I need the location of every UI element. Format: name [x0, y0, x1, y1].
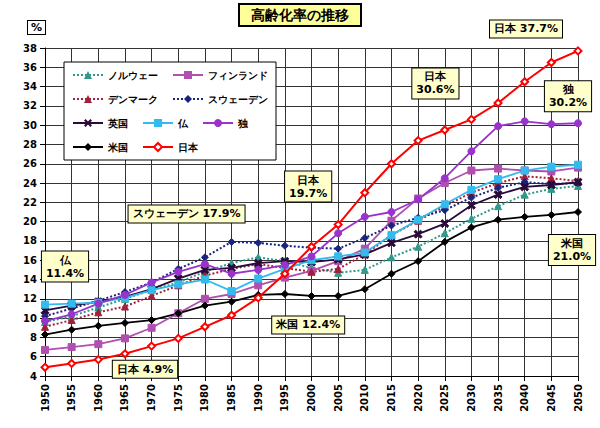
svg-text:日本: 日本 — [424, 70, 447, 83]
svg-text:24: 24 — [23, 178, 37, 189]
svg-text:フィンランド: フィンランド — [208, 70, 268, 81]
svg-text:19.7%: 19.7% — [289, 187, 327, 200]
svg-text:2030: 2030 — [466, 384, 477, 412]
svg-text:日本: 日本 — [297, 174, 320, 187]
svg-text:2040: 2040 — [519, 384, 530, 412]
svg-text:1960: 1960 — [93, 384, 104, 412]
svg-text:36: 36 — [23, 62, 37, 73]
svg-text:1965: 1965 — [119, 384, 130, 412]
svg-text:デンマーク: デンマーク — [108, 94, 158, 105]
svg-text:日本 37.7%: 日本 37.7% — [494, 22, 558, 35]
svg-text:1990: 1990 — [253, 384, 264, 412]
svg-text:独: 独 — [562, 83, 575, 96]
svg-text:14: 14 — [23, 274, 37, 285]
svg-text:2010: 2010 — [359, 384, 370, 412]
svg-text:2020: 2020 — [413, 384, 424, 412]
svg-text:16: 16 — [23, 255, 37, 266]
svg-text:2035: 2035 — [493, 384, 504, 412]
svg-text:仏: 仏 — [59, 254, 72, 267]
svg-text:6: 6 — [30, 351, 37, 362]
svg-text:%: % — [31, 21, 42, 34]
svg-text:仏: 仏 — [177, 118, 189, 129]
svg-text:8: 8 — [30, 332, 37, 343]
svg-text:1980: 1980 — [199, 384, 210, 412]
svg-text:米国 12.4%: 米国 12.4% — [275, 318, 340, 331]
svg-text:スウェーデン 17.9%: スウェーデン 17.9% — [133, 207, 241, 220]
svg-text:22: 22 — [23, 197, 37, 208]
svg-text:38: 38 — [23, 43, 37, 54]
svg-text:米国: 米国 — [560, 237, 583, 250]
svg-text:32: 32 — [23, 100, 37, 111]
svg-text:11.4%: 11.4% — [46, 267, 84, 280]
svg-text:1985: 1985 — [226, 384, 237, 412]
svg-text:21.0%: 21.0% — [553, 250, 591, 263]
svg-text:10: 10 — [23, 313, 37, 324]
svg-text:4: 4 — [30, 371, 37, 382]
svg-text:英国: 英国 — [107, 118, 128, 129]
svg-text:26: 26 — [23, 158, 37, 169]
svg-text:日本: 日本 — [178, 142, 199, 153]
svg-text:日本 4.9%: 日本 4.9% — [117, 363, 173, 376]
svg-text:1970: 1970 — [146, 384, 157, 412]
svg-text:米国: 米国 — [107, 142, 128, 153]
svg-text:30.2%: 30.2% — [549, 96, 587, 109]
svg-text:ノルウェー: ノルウェー — [108, 70, 158, 81]
svg-text:1995: 1995 — [279, 384, 290, 412]
svg-text:2005: 2005 — [333, 384, 344, 412]
svg-text:30: 30 — [23, 120, 37, 131]
svg-text:2015: 2015 — [386, 384, 397, 412]
svg-text:34: 34 — [23, 81, 37, 92]
svg-text:12: 12 — [23, 293, 37, 304]
svg-text:2000: 2000 — [306, 384, 317, 412]
svg-text:2025: 2025 — [439, 384, 450, 412]
svg-text:スウェーデン: スウェーデン — [208, 94, 268, 105]
svg-text:18: 18 — [23, 235, 37, 246]
svg-text:独: 独 — [237, 118, 249, 129]
svg-text:1975: 1975 — [173, 384, 184, 412]
svg-text:30.6%: 30.6% — [416, 83, 454, 96]
svg-text:20: 20 — [23, 216, 37, 227]
svg-text:1955: 1955 — [66, 384, 77, 412]
svg-text:2050: 2050 — [573, 384, 584, 412]
svg-text:1950: 1950 — [40, 384, 51, 412]
svg-text:28: 28 — [23, 139, 37, 150]
svg-text:2045: 2045 — [546, 384, 557, 412]
svg-text:高齢化率の推移: 高齢化率の推移 — [251, 7, 349, 23]
